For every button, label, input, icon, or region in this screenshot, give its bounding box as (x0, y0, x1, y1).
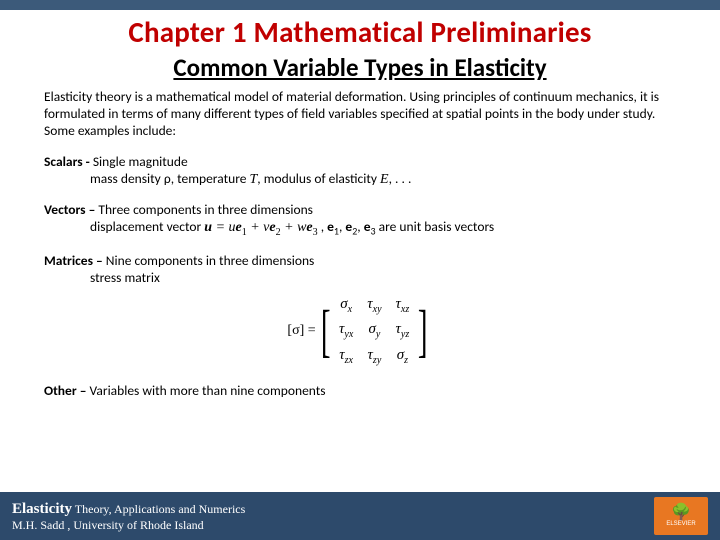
vectors-desc: Three components in three dimensions (98, 201, 313, 218)
matrices-detail: stress matrix (44, 270, 676, 287)
matrices-desc: Nine components in three dimensions (106, 252, 315, 269)
footer-title-line: Elasticity Theory, Applications and Nume… (12, 500, 245, 518)
other-section: Other – Variables with more than nine co… (0, 369, 720, 400)
scalars-heading: Scalars - (44, 153, 93, 170)
footer-author: M.H. Sadd , University of Rhode Island (12, 518, 245, 532)
unit-text: are unit basis vectors (376, 218, 495, 235)
top-strip (0, 0, 720, 10)
book-subtitle: Theory, Applications and Numerics (72, 502, 245, 516)
matrices-heading: Matrices – (44, 252, 106, 269)
publisher-name: ELSEVIER (666, 521, 695, 527)
unit-vectors: e1, e2, e3 (327, 218, 375, 235)
tree-icon: 🌳 (671, 505, 691, 521)
subtitle: Common Variable Types in Elasticity (0, 52, 720, 83)
matrices-section: Matrices – Nine components in three dime… (0, 239, 720, 369)
vectors-detail: displacement vector u = ue1 + ve2 + we3 … (44, 219, 676, 239)
vectors-heading: Vectors – (44, 201, 98, 218)
scalars-section: Scalars - Single magnitude mass density … (0, 140, 720, 188)
matrix-lhs: [σ] = (287, 322, 315, 340)
scalars-detail: mass density ρ, temperature T, modulus o… (44, 171, 676, 189)
scalars-end: , . . . (389, 170, 412, 187)
vectors-pre: displacement vector (90, 218, 204, 235)
footer-left: Elasticity Theory, Applications and Nume… (12, 500, 245, 532)
scalars-pre: mass density ρ, temperature (90, 170, 250, 187)
scalars-post: , modulus of elasticity (257, 170, 380, 187)
book-title: Elasticity (12, 501, 72, 517)
stress-matrix: [σ] = [ σxτxyτxz τyxσyτyz τzxτzyσz ] (44, 293, 676, 370)
chapter-title: Chapter 1 Mathematical Preliminaries (0, 10, 720, 50)
footer: Elasticity Theory, Applications and Nume… (0, 492, 720, 540)
displacement-formula: u = ue1 + ve2 + we3 (204, 220, 317, 235)
intro-paragraph: Elasticity theory is a mathematical mode… (0, 83, 720, 140)
vectors-post: , (318, 218, 324, 235)
sym-E: E (380, 172, 389, 187)
vectors-section: Vectors – Three components in three dime… (0, 188, 720, 239)
publisher-logo: 🌳 ELSEVIER (654, 497, 708, 535)
left-bracket: [ (321, 305, 331, 357)
right-bracket: ] (418, 305, 428, 357)
scalars-desc: Single magnitude (93, 153, 188, 170)
other-heading: Other – (44, 382, 89, 399)
other-desc: Variables with more than nine components (89, 382, 325, 399)
matrix-grid: σxτxyτxz τyxσyτyz τzxτzyσz (335, 293, 413, 370)
